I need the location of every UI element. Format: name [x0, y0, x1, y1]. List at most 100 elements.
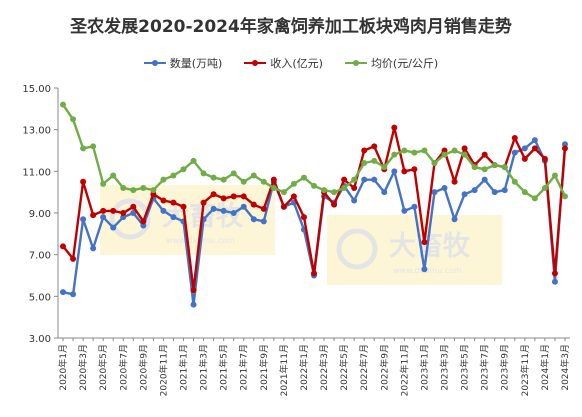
- series-point: [561, 193, 568, 200]
- series-point: [351, 197, 358, 204]
- series-point: [311, 182, 317, 189]
- series-point: [421, 239, 428, 246]
- series-point: [280, 189, 287, 196]
- series-point: [511, 178, 518, 185]
- y-tick-label: 13.00: [22, 126, 51, 137]
- x-tick-label: 2023年5月: [459, 344, 471, 391]
- x-tick-label: 2020年3月: [77, 344, 89, 391]
- x-tick-label: 2023年3月: [439, 344, 451, 391]
- series-point: [431, 189, 438, 196]
- series-point: [130, 203, 137, 210]
- series-point: [451, 147, 458, 154]
- series-point: [341, 176, 348, 183]
- series-point: [511, 135, 518, 141]
- y-tick-label: 3.00: [29, 334, 51, 345]
- series-point: [511, 149, 518, 156]
- series-point: [371, 176, 378, 183]
- series-point: [441, 151, 448, 158]
- series-point: [491, 162, 498, 169]
- series-point: [401, 168, 408, 175]
- series-point: [220, 176, 227, 183]
- x-tick-label: 2020年9月: [137, 344, 149, 391]
- series-point: [220, 207, 227, 214]
- series-point: [190, 301, 197, 308]
- series-point: [80, 145, 87, 152]
- series-point: [561, 141, 568, 148]
- y-tick-label: 11.00: [22, 167, 51, 178]
- x-tick-label: 2023年11月: [519, 344, 531, 396]
- series-point: [311, 270, 317, 277]
- series-point: [551, 270, 558, 277]
- series-point: [541, 155, 548, 162]
- series-point: [331, 189, 338, 196]
- series-point: [190, 157, 197, 164]
- x-tick-label: 2020年5月: [97, 344, 109, 391]
- x-tick-label: 2023年1月: [418, 344, 430, 391]
- series-point: [531, 195, 538, 202]
- series-point: [190, 287, 197, 294]
- legend[interactable]: 数量(万吨) 收入(亿元) 均价(元/公斤): [0, 55, 582, 71]
- series-point: [461, 145, 468, 152]
- series-point: [280, 203, 287, 210]
- series-point: [90, 212, 97, 219]
- x-tick-label: 2021年3月: [198, 344, 210, 391]
- series-point: [100, 207, 107, 214]
- series-point: [130, 187, 137, 194]
- series-point: [381, 189, 388, 196]
- series-point: [90, 143, 97, 150]
- series-point: [80, 178, 87, 185]
- watermark-logo-icon: [109, 198, 151, 240]
- series-point: [501, 187, 508, 194]
- legend-item-revenue[interactable]: 收入(亿元): [244, 55, 323, 71]
- series-point: [381, 164, 388, 171]
- series-point: [501, 164, 508, 171]
- x-tick-label: 2023年9月: [499, 344, 511, 391]
- series-point: [220, 195, 227, 202]
- series-point: [481, 151, 488, 158]
- series-point: [120, 214, 127, 221]
- legend-item-avg-price[interactable]: 均价(元/公斤): [344, 55, 438, 71]
- series-point: [250, 216, 257, 223]
- x-tick-label: 2021年9月: [258, 344, 270, 391]
- series-point: [60, 289, 67, 296]
- series-point: [361, 160, 368, 166]
- series-point: [120, 210, 127, 216]
- series-point: [200, 170, 207, 177]
- series-point: [200, 199, 207, 206]
- series-point: [461, 151, 468, 158]
- series-point: [481, 176, 488, 183]
- series-point: [521, 189, 528, 196]
- series-point: [230, 193, 237, 200]
- watermark-url: www.dxumu.com: [393, 266, 462, 275]
- x-tick-label: 2022年9月: [378, 344, 390, 391]
- series-point: [110, 172, 117, 179]
- legend-swatch-avg-price: [344, 58, 367, 68]
- series-point: [140, 222, 147, 229]
- series-point: [290, 180, 297, 187]
- series-point: [361, 147, 368, 154]
- legend-swatch-revenue: [244, 58, 267, 68]
- series-point: [300, 174, 307, 181]
- series-point: [90, 245, 97, 252]
- series-point: [180, 166, 187, 173]
- series-point: [361, 176, 368, 183]
- series-point: [70, 116, 77, 123]
- series-point: [451, 178, 458, 185]
- series-point: [140, 185, 147, 191]
- legend-item-quantity[interactable]: 数量(万吨): [143, 55, 222, 71]
- series-point: [170, 199, 177, 206]
- series-point: [100, 180, 107, 187]
- series-point: [170, 172, 177, 179]
- series-point: [421, 266, 428, 273]
- y-tick-label: 9.00: [29, 209, 51, 220]
- series-point: [471, 187, 478, 194]
- legend-label-revenue: 收入(亿元): [270, 57, 323, 70]
- series-point: [341, 185, 348, 191]
- series-point: [290, 193, 297, 200]
- series-point: [110, 224, 117, 231]
- x-tick-label: 2022年5月: [338, 344, 350, 391]
- chart-title: 圣农发展2020-2024年家禽饲养加工板块鸡肉月销售走势: [70, 17, 512, 37]
- x-tick-label: 2021年5月: [218, 344, 230, 391]
